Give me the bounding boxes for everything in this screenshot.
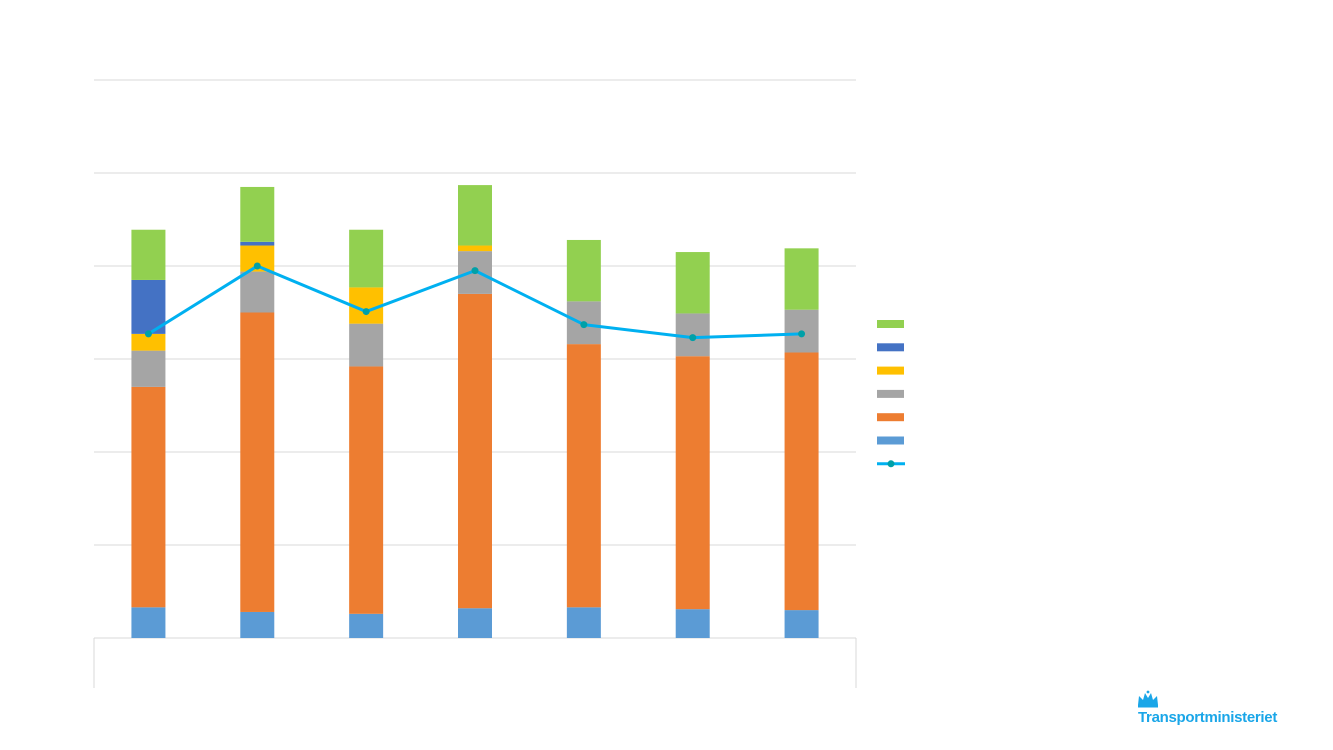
line-point <box>689 334 697 342</box>
bar-segment-s6 <box>566 239 601 302</box>
line-point <box>471 267 479 275</box>
bar-segment-s1 <box>675 609 710 638</box>
legend-swatch-s3 <box>877 389 904 398</box>
bar-segment-s5 <box>240 241 275 246</box>
bar-segment-s2 <box>131 386 166 608</box>
bar-segment-s1 <box>131 607 166 638</box>
bar-segment-s1 <box>349 613 384 638</box>
line-point <box>144 330 152 338</box>
bar-segment-s2 <box>566 344 601 608</box>
bar-segment-s6 <box>240 186 275 242</box>
bar-segment-s1 <box>458 608 492 638</box>
legend <box>877 320 905 468</box>
legend-swatch-s6 <box>877 320 904 328</box>
line-point <box>362 308 370 316</box>
bar-segment-s5 <box>131 279 166 334</box>
line-series <box>144 262 806 342</box>
bar-segment-s6 <box>784 248 819 310</box>
bar-segment-s6 <box>349 229 384 288</box>
bar-segment-s3 <box>131 350 166 387</box>
legend-swatch-s1 <box>877 436 904 445</box>
line-point <box>798 330 806 338</box>
bar-segment-s2 <box>349 366 384 614</box>
bar-segment-s6 <box>458 185 492 246</box>
bar-segment-s3 <box>240 271 275 313</box>
bars <box>131 185 819 638</box>
transportministeriet-logo: Transportministeriet <box>1136 690 1306 730</box>
bar-segment-s1 <box>240 611 275 638</box>
legend-swatch-s2 <box>877 413 904 422</box>
line-point <box>253 262 261 270</box>
bar-segment-s4 <box>458 245 492 252</box>
legend-marker-line1 <box>887 460 895 468</box>
logo-text: Transportministeriet <box>1138 709 1278 726</box>
crown-icon <box>1138 690 1158 708</box>
bar-segment-s6 <box>675 252 710 314</box>
bar-segment-s2 <box>675 356 710 610</box>
bar-segment-s1 <box>784 610 819 638</box>
bar-segment-s3 <box>349 323 384 367</box>
legend-swatch-s4 <box>877 366 904 375</box>
bar-segment-s2 <box>240 312 275 612</box>
bar-segment-s6 <box>131 229 166 280</box>
bar-segment-s2 <box>784 352 819 611</box>
legend-swatch-s5 <box>877 343 904 352</box>
line-point <box>580 321 588 329</box>
bar-segment-s2 <box>458 293 492 609</box>
bar-segment-s1 <box>566 607 601 638</box>
bar-segment-s4 <box>131 333 166 351</box>
